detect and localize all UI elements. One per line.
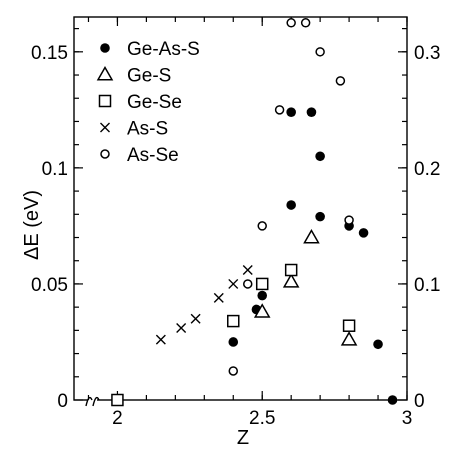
data-point [190,313,201,324]
data-point [228,366,239,376]
x-tick-label: 3 [402,408,413,429]
legend-label: Ge-S [127,66,171,87]
axis-break-mark [92,396,100,407]
y-tick-label: 0.05 [31,275,68,296]
data-point [358,228,369,238]
legend-item: As-S [100,119,168,140]
data-point [253,303,271,318]
x-axis-label: Z [237,427,249,449]
data-point [306,107,317,117]
data-point [315,211,325,222]
data-point [242,279,253,289]
series-as-se [228,18,354,376]
data-point [344,215,354,225]
data-point [155,334,166,345]
legend-marker [100,122,110,133]
data-point [284,263,298,277]
y2-tick-label: 0 [414,391,425,412]
legend-label: As-Se [127,145,179,166]
x-tick-label: 2.5 [249,408,275,429]
legend-label: Ge-As-S [127,39,200,60]
y2-tick-label: 0.2 [414,159,440,180]
x-tick-label: 2 [112,408,123,429]
legend-item: As-Se [100,145,179,166]
data-point [282,273,300,288]
y2-tick-label: 0.3 [414,43,440,64]
legend: Ge-As-S Ge-S Ge-Se As-S As-Se [96,39,200,166]
data-point [315,151,325,162]
data-point [340,331,358,346]
data-point [300,18,311,28]
series-as-s [155,265,253,345]
data-points [111,18,398,407]
legend-marker [96,65,114,81]
legend-marker [100,149,110,159]
data-point [242,265,253,276]
data-point [342,319,356,332]
data-point [335,76,346,86]
series-ge-as-s [228,107,398,405]
legend-item: Ge-As-S [100,39,200,60]
series-ge-se [111,263,356,407]
data-point [286,107,296,117]
data-point [257,221,267,231]
plot-border [73,16,408,401]
data-point [257,290,268,301]
y-axis-label: ΔE (eV) [21,190,43,260]
data-point [286,18,296,28]
legend-label: Ge-Se [127,92,182,113]
legend-marker [98,94,112,108]
axis-break-gap [88,394,97,406]
data-point [373,339,383,350]
data-point [213,292,224,303]
y-tick-label: 0.1 [42,159,68,180]
data-point [255,277,269,291]
data-point [274,105,285,115]
data-point [227,314,240,328]
data-point [286,200,296,210]
data-point [303,229,320,244]
y-tick-label: 0.15 [31,43,68,64]
y2-tick-label: 0.1 [414,275,440,296]
data-point [387,395,398,405]
legend-marker [100,43,110,53]
legend-item: Ge-S [96,65,171,87]
data-point [111,393,124,407]
y-tick-label: 0 [57,391,68,412]
series-ge-s [253,229,358,346]
plot-frame [73,16,408,407]
legend-item: Ge-Se [98,92,182,113]
data-point [228,337,239,347]
legend-label: As-S [127,119,168,140]
data-point [315,47,325,57]
data-point [228,278,239,289]
data-point [176,323,187,334]
